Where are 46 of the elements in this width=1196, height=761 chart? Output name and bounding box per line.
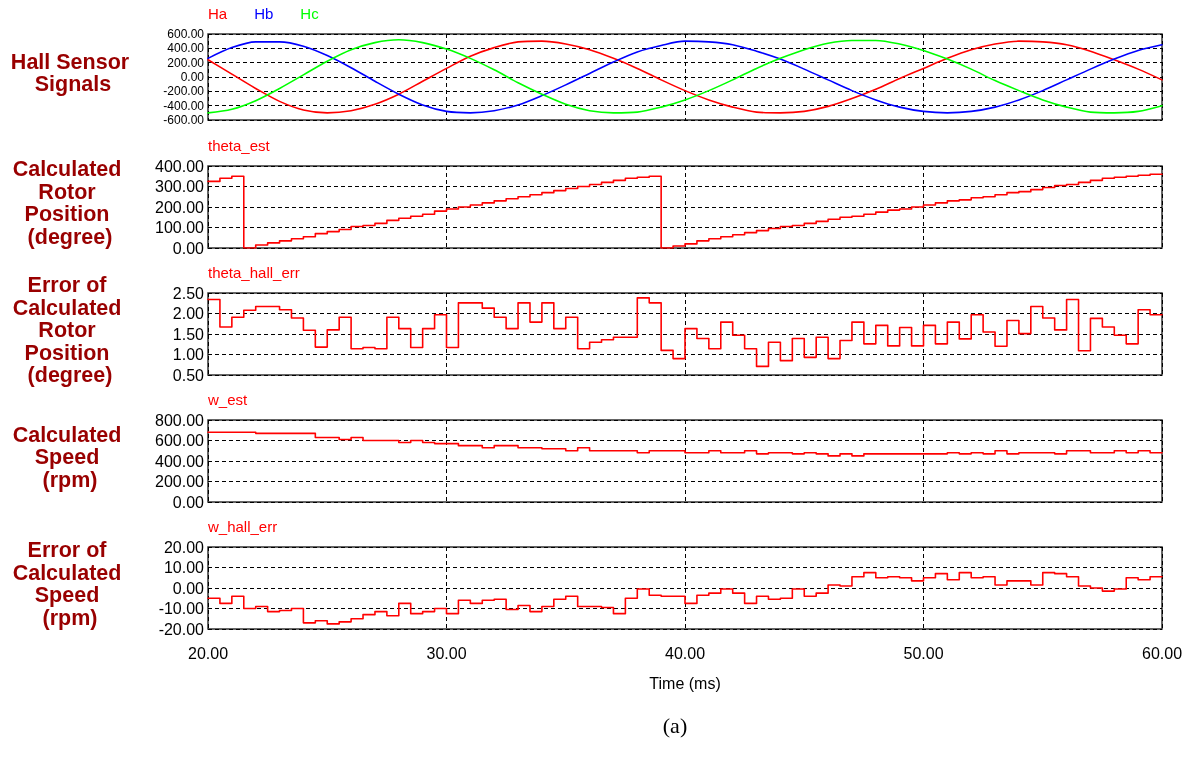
y-tick-label: 800.00 bbox=[155, 411, 205, 429]
y-axis-title: Calculated Rotor Position (degree) bbox=[12, 157, 128, 249]
y-tick-label: 400.00 bbox=[155, 157, 205, 175]
text: Hc bbox=[300, 5, 320, 22]
x-tick-label: 30.00 bbox=[426, 644, 467, 662]
y-tick-label: -10.00 bbox=[158, 600, 205, 617]
y-tick-label: 0.00 bbox=[172, 493, 205, 511]
x-tick-label: 20.00 bbox=[187, 644, 229, 662]
y-tick-label: 0.00 bbox=[180, 70, 205, 84]
y-tick-label: 1.50 bbox=[172, 325, 205, 343]
y-tick-label: 2.00 bbox=[172, 305, 205, 322]
y-tick-label: 10.00 bbox=[163, 559, 205, 576]
y-tick-label: 400.00 bbox=[155, 452, 205, 470]
y-axis-title: Hall Sensor Signals bbox=[10, 49, 130, 97]
text: Ha bbox=[208, 5, 228, 22]
y-tick-label: 0.50 bbox=[172, 366, 205, 384]
text: w_hall_err bbox=[207, 518, 278, 535]
y-tick-label: 400.00 bbox=[167, 41, 205, 56]
y-tick-label: 200.00 bbox=[155, 198, 205, 216]
y-tick-label: 2.50 bbox=[172, 284, 205, 302]
series-label: w_est bbox=[207, 391, 249, 408]
y-tick-label: -200.00 bbox=[163, 84, 205, 99]
x-axis-title: Time (ms) bbox=[649, 674, 721, 692]
x-tick-label: 40.00 bbox=[664, 644, 706, 662]
y-axis-title: Error of Calculated Rotor Position (degree) bbox=[12, 273, 128, 387]
text: (a) bbox=[662, 712, 688, 738]
y-tick-label: 300.00 bbox=[155, 178, 205, 195]
series-label: Hb bbox=[254, 5, 274, 22]
y-tick-label: 20.00 bbox=[163, 538, 205, 556]
y-axis-title: Calculated Speed (rpm) bbox=[12, 422, 128, 492]
y-tick-label: -20.00 bbox=[158, 620, 205, 638]
y-tick-label: 200.00 bbox=[167, 55, 205, 70]
y-tick-label: 100.00 bbox=[155, 219, 205, 236]
y-tick-label: 1.00 bbox=[172, 346, 205, 363]
series-label: theta_est bbox=[208, 137, 271, 154]
y-tick-label: 0.00 bbox=[172, 239, 205, 257]
x-tick-label: 60.00 bbox=[1141, 644, 1183, 662]
x-tick-label: 50.00 bbox=[903, 644, 944, 662]
y-tick-label: -600.00 bbox=[163, 113, 205, 127]
y-tick-label: 600.00 bbox=[155, 432, 205, 449]
y-tick-label: 600.00 bbox=[167, 27, 205, 41]
y-tick-label: -400.00 bbox=[163, 98, 205, 113]
y-axis-title: Error of Calculated Speed (rpm) bbox=[12, 538, 128, 630]
y-tick-label: 200.00 bbox=[155, 473, 205, 490]
y-tick-label: 0.00 bbox=[172, 579, 205, 597]
series-label: theta_hall_err bbox=[208, 264, 300, 281]
